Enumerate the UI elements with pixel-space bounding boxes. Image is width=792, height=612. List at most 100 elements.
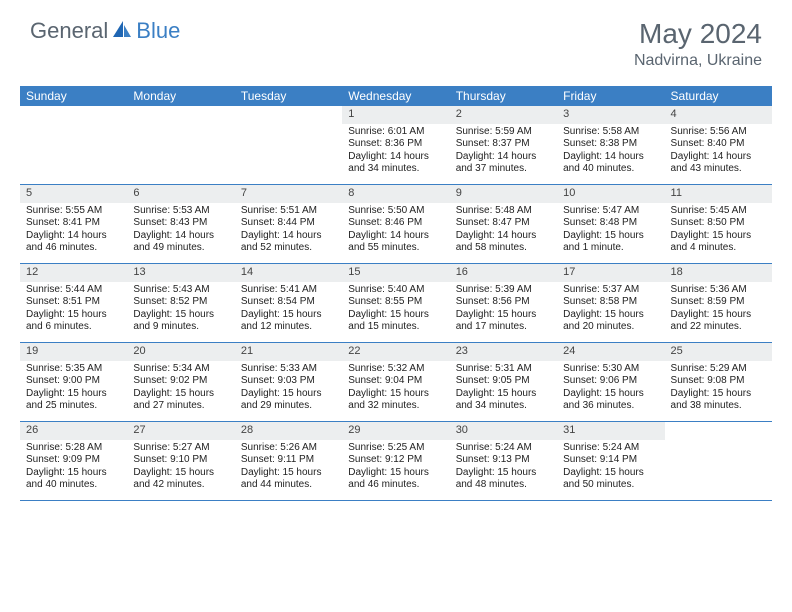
sunrise-text: Sunrise: 5:45 AM — [671, 205, 766, 218]
daylight-text: Daylight: 14 hours and 55 minutes. — [348, 230, 443, 255]
daylight-text: Daylight: 14 hours and 37 minutes. — [456, 151, 551, 176]
day-content: Sunrise: 5:26 AMSunset: 9:11 PMDaylight:… — [235, 440, 342, 496]
week-row: 19Sunrise: 5:35 AMSunset: 9:00 PMDayligh… — [20, 343, 772, 422]
sunrise-text: Sunrise: 5:24 AM — [456, 442, 551, 455]
day-cell: 31Sunrise: 5:24 AMSunset: 9:14 PMDayligh… — [557, 422, 664, 500]
logo-text-blue: Blue — [136, 18, 180, 44]
day-header-tue: Tuesday — [235, 86, 342, 106]
day-content: Sunrise: 5:28 AMSunset: 9:09 PMDaylight:… — [20, 440, 127, 496]
sunset-text: Sunset: 8:59 PM — [671, 296, 766, 309]
day-number: 16 — [450, 264, 557, 282]
daylight-text: Daylight: 15 hours and 15 minutes. — [348, 309, 443, 334]
sunset-text: Sunset: 8:36 PM — [348, 138, 443, 151]
day-cell: 19Sunrise: 5:35 AMSunset: 9:00 PMDayligh… — [20, 343, 127, 421]
sunset-text: Sunset: 9:04 PM — [348, 375, 443, 388]
day-number: 8 — [342, 185, 449, 203]
sunrise-text: Sunrise: 5:53 AM — [133, 205, 228, 218]
daylight-text: Daylight: 15 hours and 46 minutes. — [348, 467, 443, 492]
sunset-text: Sunset: 9:08 PM — [671, 375, 766, 388]
day-number: 21 — [235, 343, 342, 361]
day-content: Sunrise: 5:44 AMSunset: 8:51 PMDaylight:… — [20, 282, 127, 338]
day-cell: 20Sunrise: 5:34 AMSunset: 9:02 PMDayligh… — [127, 343, 234, 421]
sunset-text: Sunset: 8:51 PM — [26, 296, 121, 309]
logo: General Blue — [30, 18, 180, 44]
day-content: Sunrise: 5:25 AMSunset: 9:12 PMDaylight:… — [342, 440, 449, 496]
day-cell — [127, 106, 234, 184]
day-number: 2 — [450, 106, 557, 124]
day-cell: 7Sunrise: 5:51 AMSunset: 8:44 PMDaylight… — [235, 185, 342, 263]
day-cell: 10Sunrise: 5:47 AMSunset: 8:48 PMDayligh… — [557, 185, 664, 263]
sail-icon — [111, 19, 133, 44]
sunset-text: Sunset: 8:50 PM — [671, 217, 766, 230]
sunrise-text: Sunrise: 5:29 AM — [671, 363, 766, 376]
day-cell: 1Sunrise: 6:01 AMSunset: 8:36 PMDaylight… — [342, 106, 449, 184]
daylight-text: Daylight: 14 hours and 40 minutes. — [563, 151, 658, 176]
sunset-text: Sunset: 9:05 PM — [456, 375, 551, 388]
sunset-text: Sunset: 9:10 PM — [133, 454, 228, 467]
daylight-text: Daylight: 14 hours and 46 minutes. — [26, 230, 121, 255]
day-content: Sunrise: 5:24 AMSunset: 9:13 PMDaylight:… — [450, 440, 557, 496]
day-cell: 16Sunrise: 5:39 AMSunset: 8:56 PMDayligh… — [450, 264, 557, 342]
sunset-text: Sunset: 8:54 PM — [241, 296, 336, 309]
day-number: 7 — [235, 185, 342, 203]
day-number: 31 — [557, 422, 664, 440]
sunset-text: Sunset: 8:44 PM — [241, 217, 336, 230]
day-number: 13 — [127, 264, 234, 282]
sunset-text: Sunset: 8:37 PM — [456, 138, 551, 151]
sunset-text: Sunset: 8:38 PM — [563, 138, 658, 151]
sunrise-text: Sunrise: 5:47 AM — [563, 205, 658, 218]
daylight-text: Daylight: 15 hours and 38 minutes. — [671, 388, 766, 413]
day-cell: 29Sunrise: 5:25 AMSunset: 9:12 PMDayligh… — [342, 422, 449, 500]
day-cell: 15Sunrise: 5:40 AMSunset: 8:55 PMDayligh… — [342, 264, 449, 342]
sunrise-text: Sunrise: 5:51 AM — [241, 205, 336, 218]
day-content: Sunrise: 5:37 AMSunset: 8:58 PMDaylight:… — [557, 282, 664, 338]
daylight-text: Daylight: 15 hours and 9 minutes. — [133, 309, 228, 334]
sunrise-text: Sunrise: 5:26 AM — [241, 442, 336, 455]
day-number: 17 — [557, 264, 664, 282]
day-cell: 26Sunrise: 5:28 AMSunset: 9:09 PMDayligh… — [20, 422, 127, 500]
sunset-text: Sunset: 8:56 PM — [456, 296, 551, 309]
week-row: 1Sunrise: 6:01 AMSunset: 8:36 PMDaylight… — [20, 106, 772, 185]
day-cell: 30Sunrise: 5:24 AMSunset: 9:13 PMDayligh… — [450, 422, 557, 500]
sunset-text: Sunset: 8:52 PM — [133, 296, 228, 309]
day-content: Sunrise: 5:50 AMSunset: 8:46 PMDaylight:… — [342, 203, 449, 259]
day-content: Sunrise: 5:56 AMSunset: 8:40 PMDaylight:… — [665, 124, 772, 180]
day-content: Sunrise: 5:58 AMSunset: 8:38 PMDaylight:… — [557, 124, 664, 180]
day-content: Sunrise: 5:59 AMSunset: 8:37 PMDaylight:… — [450, 124, 557, 180]
day-content: Sunrise: 5:33 AMSunset: 9:03 PMDaylight:… — [235, 361, 342, 417]
day-content: Sunrise: 5:41 AMSunset: 8:54 PMDaylight:… — [235, 282, 342, 338]
day-cell: 22Sunrise: 5:32 AMSunset: 9:04 PMDayligh… — [342, 343, 449, 421]
sunrise-text: Sunrise: 5:55 AM — [26, 205, 121, 218]
day-number: 6 — [127, 185, 234, 203]
daylight-text: Daylight: 15 hours and 12 minutes. — [241, 309, 336, 334]
sunrise-text: Sunrise: 5:59 AM — [456, 126, 551, 139]
day-number: 28 — [235, 422, 342, 440]
day-number: 4 — [665, 106, 772, 124]
daylight-text: Daylight: 15 hours and 1 minute. — [563, 230, 658, 255]
sunrise-text: Sunrise: 5:27 AM — [133, 442, 228, 455]
sunrise-text: Sunrise: 5:31 AM — [456, 363, 551, 376]
month-title: May 2024 — [634, 18, 762, 50]
sunset-text: Sunset: 9:13 PM — [456, 454, 551, 467]
day-content: Sunrise: 5:32 AMSunset: 9:04 PMDaylight:… — [342, 361, 449, 417]
day-number: 15 — [342, 264, 449, 282]
header: General Blue May 2024 Nadvirna, Ukraine — [0, 0, 792, 78]
day-number: 26 — [20, 422, 127, 440]
day-content: Sunrise: 5:34 AMSunset: 9:02 PMDaylight:… — [127, 361, 234, 417]
daylight-text: Daylight: 15 hours and 44 minutes. — [241, 467, 336, 492]
sunset-text: Sunset: 8:46 PM — [348, 217, 443, 230]
sunset-text: Sunset: 8:55 PM — [348, 296, 443, 309]
sunset-text: Sunset: 9:09 PM — [26, 454, 121, 467]
day-number: 5 — [20, 185, 127, 203]
daylight-text: Daylight: 15 hours and 27 minutes. — [133, 388, 228, 413]
day-number: 19 — [20, 343, 127, 361]
day-cell: 14Sunrise: 5:41 AMSunset: 8:54 PMDayligh… — [235, 264, 342, 342]
day-number: 1 — [342, 106, 449, 124]
sunset-text: Sunset: 9:14 PM — [563, 454, 658, 467]
sunrise-text: Sunrise: 5:41 AM — [241, 284, 336, 297]
week-row: 5Sunrise: 5:55 AMSunset: 8:41 PMDaylight… — [20, 185, 772, 264]
daylight-text: Daylight: 14 hours and 49 minutes. — [133, 230, 228, 255]
day-content: Sunrise: 5:35 AMSunset: 9:00 PMDaylight:… — [20, 361, 127, 417]
sunset-text: Sunset: 9:11 PM — [241, 454, 336, 467]
title-block: May 2024 Nadvirna, Ukraine — [634, 18, 762, 70]
